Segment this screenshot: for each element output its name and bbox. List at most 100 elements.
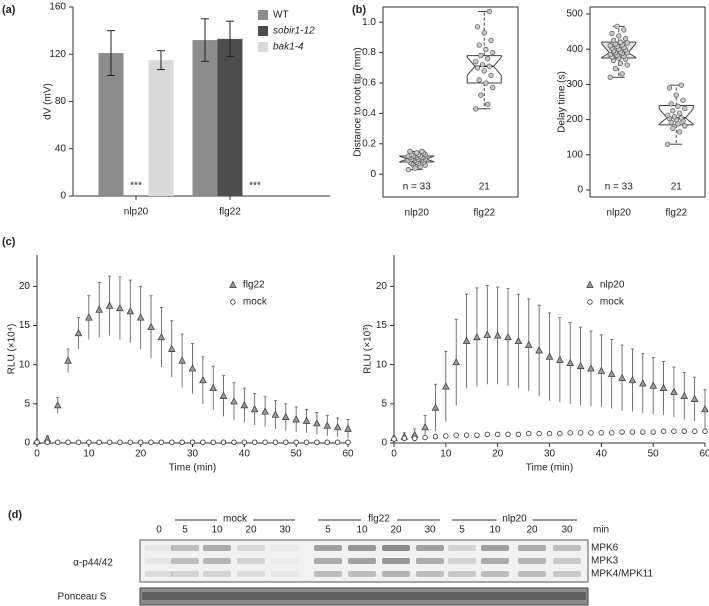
point <box>611 37 617 44</box>
band <box>237 571 265 577</box>
legend-swatch <box>258 42 268 52</box>
y-tick-label: 0.4 <box>362 108 376 119</box>
marker <box>588 430 594 436</box>
point <box>668 101 674 107</box>
y-tick-label: 20 <box>376 281 388 292</box>
marker <box>639 379 647 387</box>
marker <box>462 336 471 345</box>
band <box>271 558 299 564</box>
loading-label: Ponceau S <box>58 592 107 603</box>
point <box>671 114 678 120</box>
y-tick-label: 1.0 <box>362 17 376 28</box>
marker <box>452 358 460 366</box>
time-label: 10 <box>489 525 501 536</box>
marker <box>576 361 585 370</box>
marker <box>188 364 197 372</box>
x-tick-label: flg22 <box>665 208 687 219</box>
band <box>553 545 581 551</box>
point <box>677 129 683 135</box>
marker <box>618 373 626 381</box>
point <box>486 63 493 69</box>
point <box>486 8 493 15</box>
panel-label: (b) <box>352 4 366 16</box>
marker <box>463 432 470 438</box>
n-label: n = 33 <box>403 182 432 193</box>
marker <box>443 433 449 439</box>
band <box>448 571 476 577</box>
x-tick-label: flg22 <box>473 208 495 219</box>
marker <box>650 429 656 435</box>
marker <box>34 439 40 445</box>
group-label: mock <box>223 514 248 525</box>
marker <box>126 307 135 315</box>
marker <box>566 358 575 366</box>
point <box>619 71 625 77</box>
marker <box>640 429 646 435</box>
x-tick-label: 30 <box>544 449 556 460</box>
n-label: 21 <box>479 182 491 193</box>
marker <box>597 366 606 374</box>
marker <box>230 397 238 405</box>
marker <box>649 381 657 389</box>
marker <box>473 333 481 341</box>
point <box>488 72 494 79</box>
y-axis-label: RLU (×10³) <box>363 324 374 374</box>
time-label: 20 <box>526 525 538 536</box>
marker <box>659 383 668 392</box>
marker <box>515 431 522 438</box>
marker <box>702 428 708 434</box>
band <box>448 545 476 551</box>
x-tick-label: 60 <box>342 449 354 460</box>
x-tick-label: 10 <box>83 449 95 460</box>
marker <box>526 430 532 437</box>
band <box>481 558 509 564</box>
x-tick-label: 50 <box>291 449 303 460</box>
x-tick-label: 0 <box>34 449 40 460</box>
marker <box>670 387 678 395</box>
marker <box>334 439 341 445</box>
point <box>474 65 481 71</box>
legend-label: mock <box>600 297 625 308</box>
point <box>405 166 411 173</box>
band <box>348 545 376 551</box>
point <box>678 115 684 121</box>
point <box>665 112 671 119</box>
band-label: MPK6 <box>591 543 619 554</box>
marker <box>401 435 408 441</box>
y-tick-label: 10 <box>19 359 31 370</box>
point <box>485 101 491 107</box>
band <box>382 558 410 564</box>
marker <box>671 428 677 434</box>
y-tick-label: 100 <box>566 149 583 160</box>
time-label: 5 <box>459 525 465 536</box>
marker <box>251 439 258 445</box>
marker <box>546 430 553 437</box>
legend-marker <box>230 299 236 305</box>
point <box>476 77 482 83</box>
marker <box>577 430 584 436</box>
time-label: 0 <box>156 525 162 536</box>
marker <box>628 376 637 384</box>
band <box>314 558 342 564</box>
marker <box>53 401 62 409</box>
point <box>670 125 676 132</box>
marker <box>587 364 595 372</box>
point <box>670 108 676 114</box>
point <box>490 84 496 91</box>
point <box>677 110 683 116</box>
marker <box>158 439 165 445</box>
band <box>145 545 173 551</box>
point <box>617 60 624 66</box>
band <box>382 545 410 551</box>
y-tick-label: 0 <box>577 185 583 196</box>
marker <box>272 439 279 445</box>
time-label: 20 <box>245 525 257 536</box>
marker <box>219 391 228 399</box>
marker <box>345 439 351 445</box>
legend-label: nlp20 <box>600 280 625 291</box>
point <box>678 82 684 88</box>
marker <box>148 439 154 445</box>
time-label: 10 <box>211 525 223 536</box>
legend-label: flg22 <box>243 280 265 291</box>
legend-marker <box>586 280 594 288</box>
